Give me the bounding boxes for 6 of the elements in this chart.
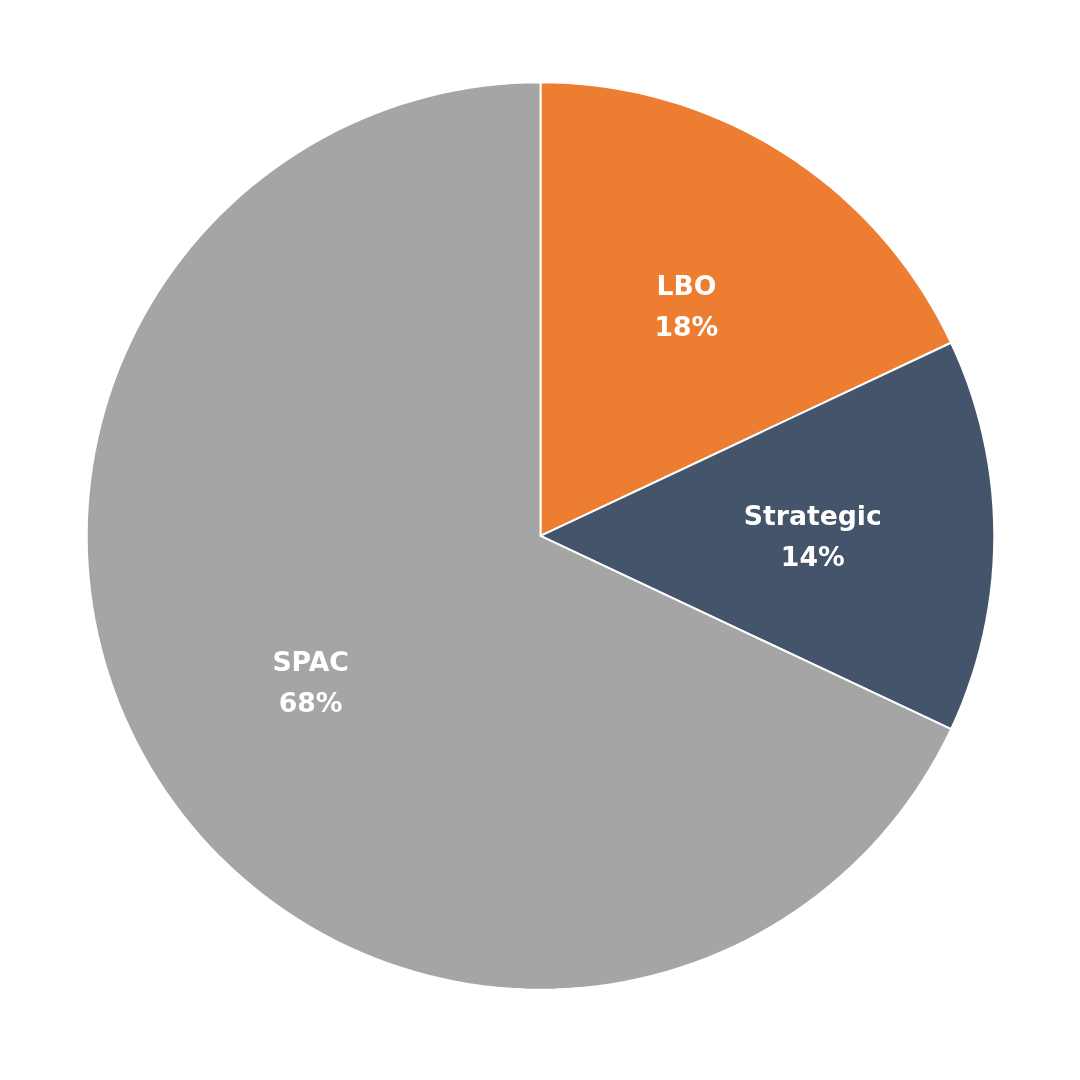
slice-label: LBO: [656, 270, 717, 302]
data-label: 14%: [780, 540, 845, 572]
slice-label: Strategic: [743, 500, 882, 532]
data-label: 68%: [278, 686, 343, 718]
slice-label: SPAC: [272, 645, 349, 677]
data-label: 18%: [654, 311, 719, 342]
